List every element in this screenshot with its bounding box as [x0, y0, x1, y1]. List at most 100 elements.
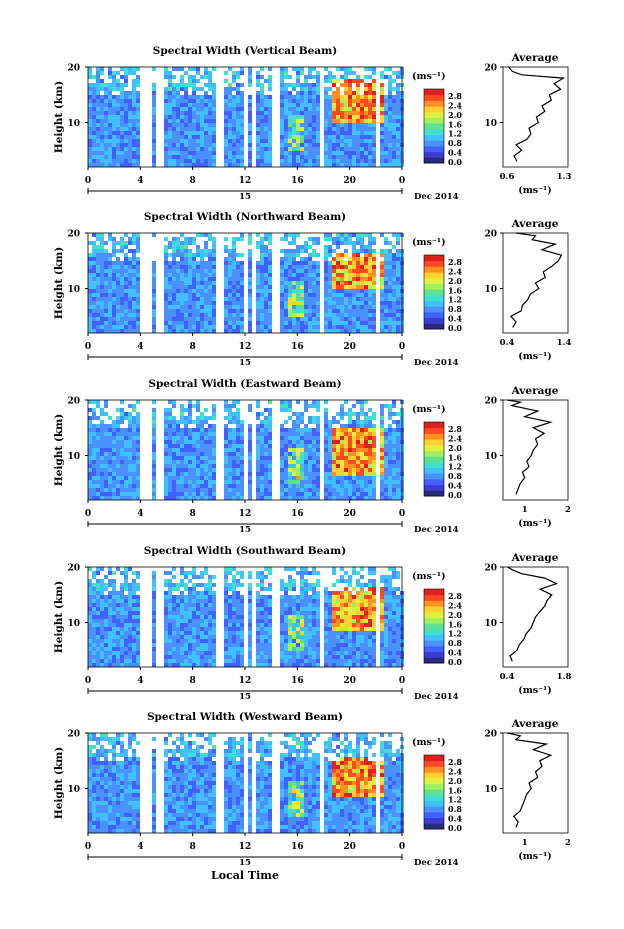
x-tick-label: 16	[291, 676, 304, 686]
colorbar-swatch	[424, 478, 444, 486]
colorbar-swatch	[424, 100, 444, 107]
x-tick-label: 0	[85, 842, 91, 852]
day-label: 15	[239, 192, 251, 202]
colorbar-swatch	[424, 794, 444, 802]
y-tick-label: 20	[67, 64, 80, 74]
x-tick-label: 12	[239, 676, 252, 686]
colorbar-tick-label: 2.8	[448, 257, 462, 267]
average-title: Average	[511, 552, 559, 564]
y-axis-label: Height (km)	[53, 747, 65, 819]
colorbar-tick-label: 2.4	[448, 766, 462, 776]
colorbar-swatch	[424, 427, 444, 434]
colorbar-swatch	[424, 645, 444, 653]
colorbar-swatch	[424, 772, 444, 779]
x-tick-label: 20	[343, 842, 356, 852]
colorbar-swatch	[424, 294, 444, 302]
colorbar-swatch	[424, 817, 444, 824]
x-tick-label: 12	[239, 842, 252, 852]
colorbar-swatch	[424, 422, 444, 429]
average-title: Average	[511, 718, 559, 730]
average-frame	[502, 399, 569, 501]
colorbar-tick-label: 0.4	[448, 648, 462, 658]
colorbar-frame	[423, 421, 445, 497]
colorbar-unit: (ms⁻¹)	[412, 737, 446, 748]
avg-y-tick-label: 10	[484, 619, 497, 629]
colorbar-swatch	[424, 461, 444, 469]
panel-title: Spectral Width (Southward Beam)	[144, 545, 346, 557]
colorbar-tick-label: 0.4	[448, 481, 462, 491]
x-tick-label: 8	[190, 176, 196, 186]
y-tick-label: 20	[67, 730, 80, 740]
panel-3: Spectral Width (Eastward Beam)2010Height…	[53, 378, 571, 535]
colorbar-swatch	[424, 111, 444, 118]
x-tick-label: 0	[399, 176, 405, 186]
colorbar-tick-label: 2.0	[448, 276, 462, 286]
colorbar-swatch	[424, 94, 444, 101]
average-profile-line	[507, 399, 554, 495]
colorbar-swatch	[424, 157, 444, 164]
x-tick-label: 20	[343, 676, 356, 686]
x-tick-label: 8	[190, 509, 196, 519]
colorbar-swatch	[424, 823, 444, 830]
colorbar-swatch	[424, 450, 444, 457]
avg-unit-label: (ms⁻¹)	[518, 351, 552, 362]
heatmap-cells	[88, 733, 404, 833]
colorbar-tick-label: 1.6	[448, 119, 462, 129]
colorbar-tick-label: 1.2	[448, 629, 462, 639]
colorbar-swatch	[424, 490, 444, 497]
avg-x-tick-label: 1	[522, 838, 528, 848]
colorbar-swatch	[424, 272, 444, 279]
avg-unit-label: (ms⁻¹)	[518, 185, 552, 196]
avg-y-tick-label: 10	[484, 285, 497, 295]
colorbar-tick-label: 0.8	[448, 138, 462, 148]
colorbar-swatch	[424, 433, 444, 440]
colorbar-tick-label: 1.6	[448, 619, 462, 629]
avg-unit-label: (ms⁻¹)	[518, 851, 552, 862]
colorbar-tick-label: 0.4	[448, 148, 462, 158]
date-label: Dec 2014	[414, 192, 459, 202]
y-axis-label: Height (km)	[53, 247, 65, 319]
x-tick-label: 20	[343, 509, 356, 519]
average-title: Average	[511, 218, 559, 230]
colorbar-tick-label: 0.8	[448, 638, 462, 648]
colorbar-tick-label: 2.4	[448, 433, 462, 443]
panel-title: Spectral Width (Northward Beam)	[144, 211, 346, 223]
colorbar-swatch	[424, 311, 444, 319]
colorbar-swatch	[424, 589, 444, 596]
x-tick-label: 16	[291, 176, 304, 186]
x-tick-label: 0	[399, 676, 405, 686]
colorbar-swatch	[424, 283, 444, 290]
average-profile-line	[507, 732, 553, 828]
colorbar-tick-label: 0.0	[448, 657, 462, 667]
colorbar-swatch	[424, 456, 444, 463]
colorbar-swatch	[424, 651, 444, 658]
colorbar-tick-label: 1.2	[448, 295, 462, 305]
colorbar-frame	[423, 88, 445, 164]
colorbar-frame	[423, 754, 445, 830]
colorbar-swatch	[424, 306, 444, 313]
y-tick-label: 20	[67, 230, 80, 240]
x-tick-label: 0	[399, 509, 405, 519]
x-tick-label: 0	[85, 509, 91, 519]
avg-y-tick-label: 20	[484, 730, 497, 740]
avg-x-tick-label: 1.4	[557, 338, 572, 348]
colorbar-swatch	[424, 611, 444, 618]
average-title: Average	[511, 52, 559, 64]
colorbar-swatch	[424, 766, 444, 773]
colorbar-tick-label: 0.0	[448, 490, 462, 500]
colorbar-swatch	[424, 617, 444, 624]
avg-x-tick-label: 1.8	[557, 672, 572, 682]
colorbar-swatch	[424, 317, 444, 324]
avg-x-tick-label: 1.3	[557, 172, 572, 182]
colorbar-tick-label: 2.8	[448, 757, 462, 767]
colorbar-swatch	[424, 323, 444, 330]
colorbar-frame	[423, 254, 445, 330]
x-tick-label: 0	[399, 342, 405, 352]
x-tick-label: 4	[137, 509, 143, 519]
x-tick-label: 20	[343, 342, 356, 352]
heatmap-cells	[88, 400, 404, 500]
date-label: Dec 2014	[414, 525, 459, 535]
colorbar-unit: (ms⁻¹)	[412, 237, 446, 248]
avg-unit-label: (ms⁻¹)	[518, 685, 552, 696]
x-tick-label: 0	[85, 342, 91, 352]
